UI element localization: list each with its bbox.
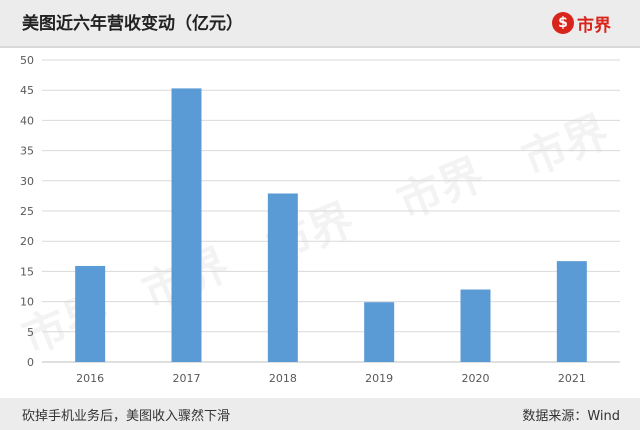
y-tick-label: 45 (20, 84, 34, 97)
x-tick-label: 2016 (76, 372, 104, 385)
brand-logo-text: 市界 (577, 15, 611, 36)
chart-caption: 砍掉手机业务后，美图收入骤然下滑 (22, 409, 231, 424)
bar (364, 302, 395, 362)
y-tick-label: 10 (20, 296, 34, 309)
bar (171, 88, 202, 362)
x-tick-label: 2018 (269, 372, 297, 385)
brand-logo: $ 市界 (552, 10, 611, 36)
dollar-coin-icon: $ (552, 12, 574, 34)
chart-title: 美图近六年营收变动（亿元） (22, 14, 243, 34)
y-tick-label: 15 (20, 265, 34, 278)
bar (556, 261, 587, 362)
y-tick-label: 25 (20, 205, 34, 218)
y-tick-label: 30 (20, 175, 34, 188)
header-divider (0, 46, 640, 48)
x-tick-label: 2019 (365, 372, 393, 385)
y-tick-label: 0 (27, 356, 34, 369)
x-tick-label: 2017 (173, 372, 201, 385)
y-tick-label: 50 (20, 54, 34, 67)
bar (460, 289, 491, 362)
x-tick-label: 2020 (462, 372, 490, 385)
x-tick-label: 2021 (558, 372, 586, 385)
header-bar: 美图近六年营收变动（亿元） $ 市界 (0, 0, 640, 46)
y-tick-label: 40 (20, 114, 34, 127)
y-tick-label: 35 (20, 145, 34, 158)
footer-bar: 砍掉手机业务后，美图收入骤然下滑 数据来源：Wind (0, 398, 640, 430)
data-source: 数据来源：Wind (522, 409, 620, 424)
bar-chart: 0 5 10 15 20 25 30 35 40 45 50 2016 2017 2018 2019 2020… (20, 54, 620, 385)
y-tick-label: 20 (20, 235, 34, 248)
bar (267, 193, 298, 362)
y-tick-label: 5 (27, 326, 34, 339)
bar (75, 265, 106, 362)
